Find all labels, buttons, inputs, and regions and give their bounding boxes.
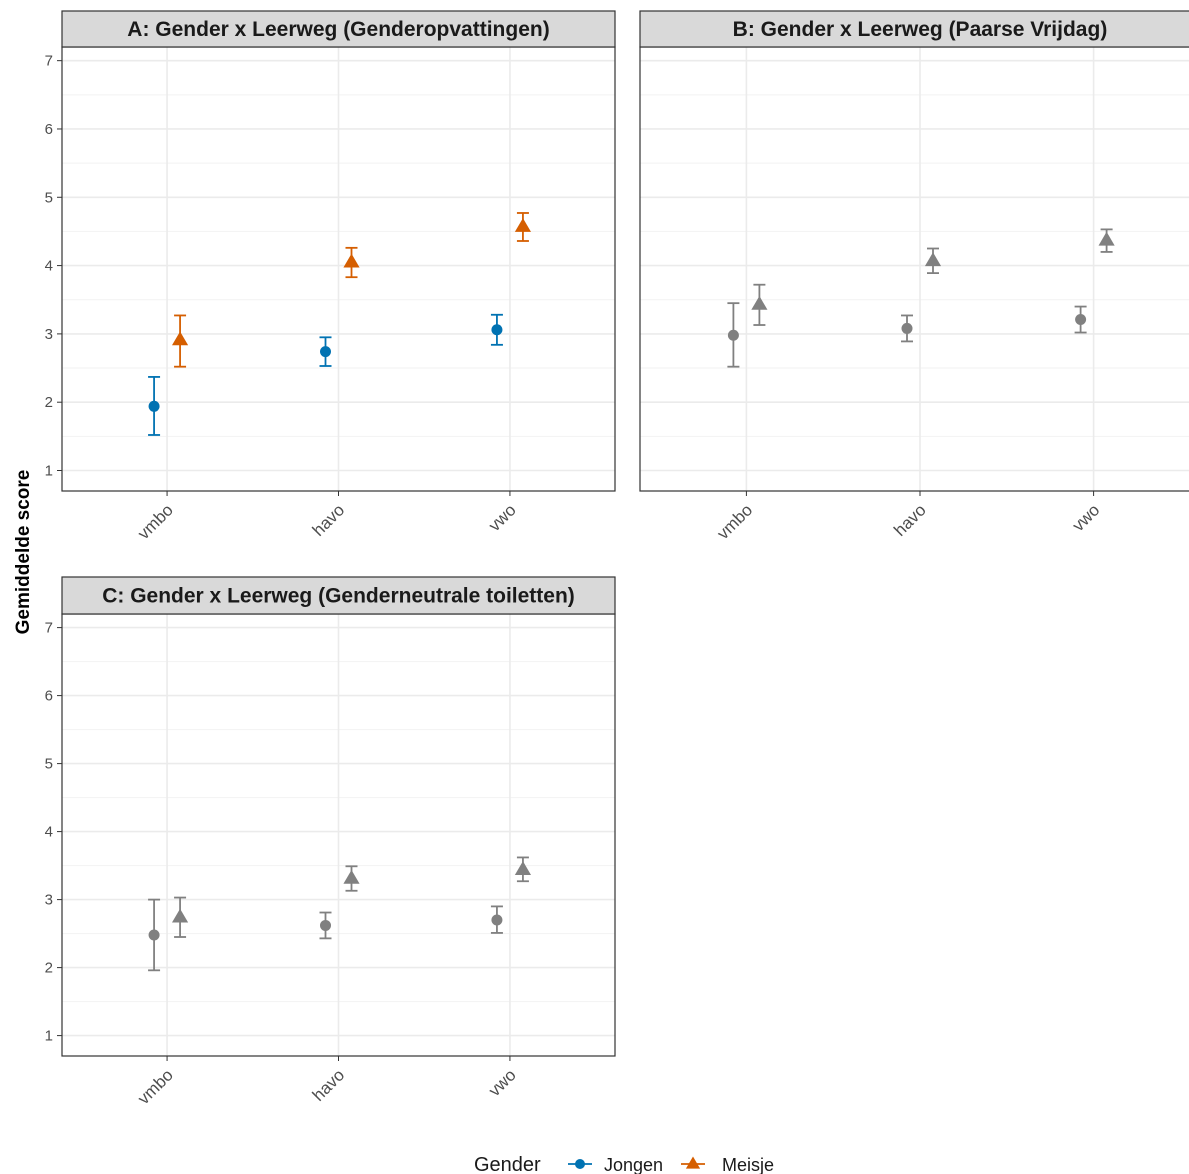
- data-point-circle: [727, 329, 739, 341]
- panel-a: A: Gender x Leerweg (Genderopvattingen) 1…: [45, 10, 616, 543]
- x-tick-label: vmbo: [134, 1065, 177, 1108]
- legend-title: Gender: [474, 1154, 541, 1174]
- data-point-circle: [148, 400, 160, 412]
- x-tick-label: vwo: [485, 1065, 520, 1100]
- data-point-triangle: [171, 331, 189, 346]
- strip-background: [61, 10, 616, 48]
- y-tick-label: 3: [45, 892, 53, 909]
- x-tick-label: havo: [309, 500, 349, 540]
- data-point-triangle: [924, 252, 942, 267]
- data-point-circle: [1075, 314, 1087, 326]
- data-point-circle: [148, 929, 160, 941]
- data-point-circle: [320, 346, 331, 358]
- y-tick-label: 5: [45, 756, 53, 773]
- x-tick-label: vmbo: [713, 500, 756, 543]
- y-tick-label: 5: [45, 189, 53, 206]
- data-point-triangle: [1098, 231, 1115, 246]
- legend-label: Meisje: [722, 1155, 774, 1174]
- y-tick-label: 6: [45, 121, 53, 138]
- y-tick-label: 1: [45, 1028, 53, 1045]
- x-tick-label: vmbo: [134, 500, 177, 543]
- y-tick-label: 7: [45, 53, 53, 70]
- y-tick-label: 1: [45, 463, 53, 480]
- legend-key-circle: [575, 1159, 585, 1169]
- x-tick-label: vwo: [1069, 500, 1104, 535]
- strip-background: [639, 10, 1189, 48]
- panels: A: Gender x Leerweg (Genderopvattingen) 1…: [45, 10, 1189, 1108]
- y-tick-label: 2: [45, 960, 53, 977]
- y-axis-title: Gemiddelde score: [13, 470, 34, 635]
- data-point-triangle: [171, 908, 189, 923]
- data-point-circle: [491, 324, 503, 336]
- y-tick-label: 3: [45, 326, 53, 343]
- y-tick-label: 6: [45, 688, 53, 705]
- panel-background: [640, 47, 1189, 491]
- x-tick-label: havo: [890, 500, 930, 540]
- data-point-circle: [320, 919, 331, 931]
- y-tick-label: 7: [45, 620, 53, 637]
- y-tick-label: 4: [45, 824, 53, 841]
- legend-key-triangle: [685, 1156, 701, 1169]
- y-tick-label: 4: [45, 258, 53, 275]
- legend-label: Jongen: [604, 1155, 663, 1174]
- data-point-triangle: [751, 296, 768, 310]
- x-tick-label: havo: [309, 1065, 349, 1105]
- panel-title: A: Gender x Leerweg (Genderopvattingen): [127, 18, 549, 41]
- data-point-triangle: [343, 870, 360, 884]
- data-point-triangle: [514, 218, 532, 232]
- y-tick-label: 2: [45, 394, 53, 411]
- strip-background: [61, 576, 616, 615]
- panel-b: B: Gender x Leerweg (Paarse Vrijdag) vmbo…: [639, 10, 1189, 543]
- panel-c: C: Gender x Leerweg (Genderneutrale toil…: [45, 576, 616, 1108]
- data-point-triangle: [343, 253, 360, 268]
- data-point-triangle: [514, 861, 532, 875]
- legend: Gender Jongen Meisje: [474, 1154, 774, 1174]
- x-tick-label: vwo: [485, 500, 520, 535]
- data-point-circle: [901, 322, 913, 334]
- data-point-circle: [491, 914, 503, 926]
- panel-title: C: Gender x Leerweg (Genderneutrale toil…: [102, 585, 575, 608]
- panel-title: B: Gender x Leerweg (Paarse Vrijdag): [733, 18, 1108, 41]
